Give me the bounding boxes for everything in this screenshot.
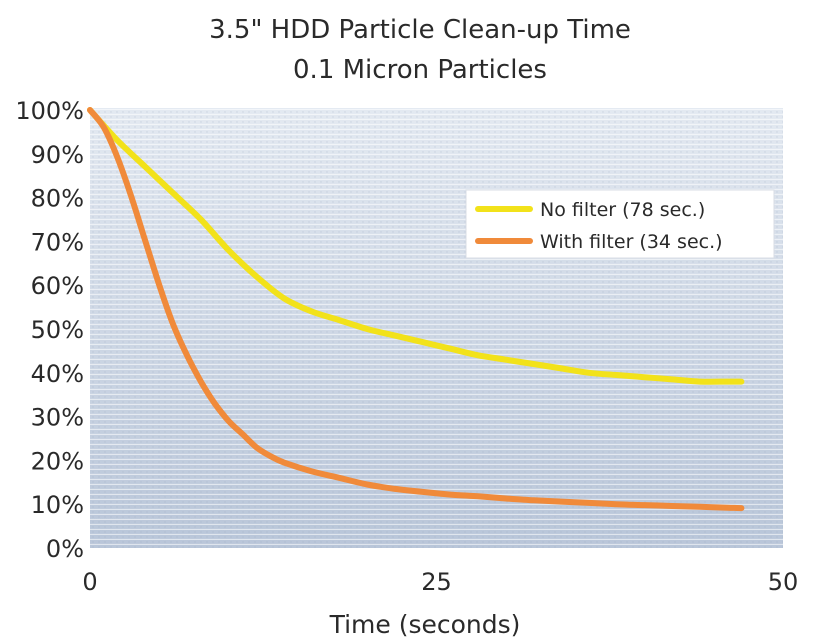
legend: No filter (78 sec.) With filter (34 sec.… [465,189,775,259]
y-tick-label: 20% [31,447,84,475]
y-tick-label: 60% [31,272,84,300]
plot-texture [90,108,783,548]
x-tick-label: 25 [421,568,452,596]
plot-area [90,108,783,548]
series-line-no-filter [87,107,745,385]
series-lines [87,107,745,512]
y-tick-label: 70% [31,228,84,256]
chart-subtitle: 0.1 Micron Particles [293,55,547,85]
y-tick-label: 40% [31,360,84,388]
x-tick-label: 0 [82,568,97,596]
y-tick-label: 30% [31,404,84,432]
legend-label-with-filter: With filter (34 sec.) [540,231,723,253]
x-tick-label: 50 [768,568,799,596]
y-tick-label: 0% [46,535,84,563]
y-tick-label: 90% [31,141,84,169]
y-tick-label: 80% [31,185,84,213]
x-axis-ticks: 0 25 50 [82,568,798,596]
y-tick-label: 10% [31,491,84,519]
y-tick-label: 100% [15,97,84,125]
y-tick-label: 50% [31,316,84,344]
legend-label-no-filter: No filter (78 sec.) [540,199,705,221]
legend-box [465,189,775,259]
chart-title: 3.5" HDD Particle Clean-up Time [209,15,631,45]
y-axis-ticks: 0% 10% 20% 30% 40% 50% 60% 70% 80% 90% 100% [15,97,84,563]
x-axis-label: Time (seconds) [329,610,521,639]
series-line-with-filter [87,107,745,512]
